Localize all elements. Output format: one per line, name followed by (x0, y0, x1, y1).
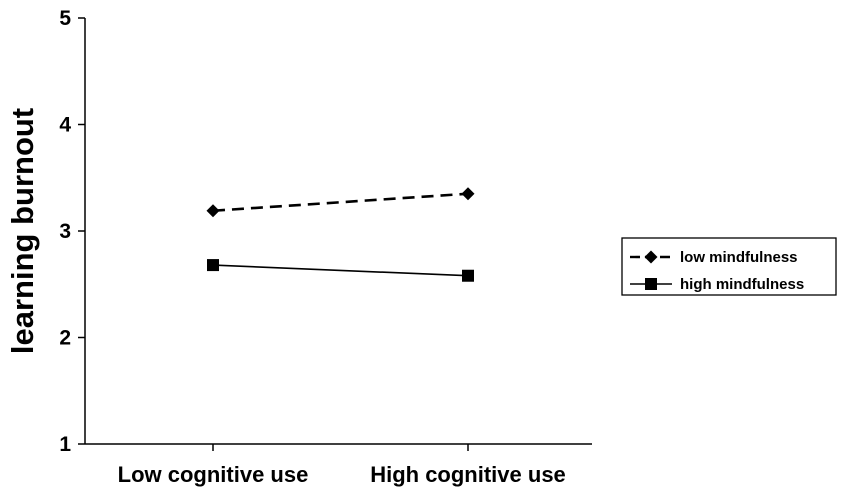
legend: low mindfulness high mindfulness (621, 237, 837, 296)
legend-label: low mindfulness (680, 249, 798, 266)
x-axis-ticks: Low cognitive use High cognitive use (118, 444, 566, 487)
x-category-label: High cognitive use (370, 462, 566, 487)
legend-marker (644, 250, 658, 264)
y-tick-label: 4 (59, 114, 71, 137)
y-tick-label: 2 (59, 327, 71, 350)
x-category-label: Low cognitive use (118, 462, 309, 487)
legend-box (621, 237, 837, 296)
y-tick-label: 5 (59, 7, 71, 30)
data-point-high-mindfulness (207, 259, 219, 272)
y-tick-label: 3 (59, 220, 71, 243)
series-line-high-mindfulness (212, 264, 469, 277)
series-layer (206, 187, 475, 282)
data-point-high-mindfulness (462, 269, 474, 282)
y-axis-title: learning burnout (5, 108, 40, 354)
y-axis-ticks: 1 2 3 4 5 (59, 7, 85, 456)
data-point-low-mindfulness (461, 187, 475, 201)
y-tick-label: 1 (59, 433, 71, 456)
series-line-low-mindfulness (212, 192, 469, 213)
legend-marker (645, 278, 657, 290)
legend-label: high mindfulness (680, 276, 804, 293)
data-point-low-mindfulness (206, 204, 220, 218)
chart-axes (84, 18, 592, 445)
